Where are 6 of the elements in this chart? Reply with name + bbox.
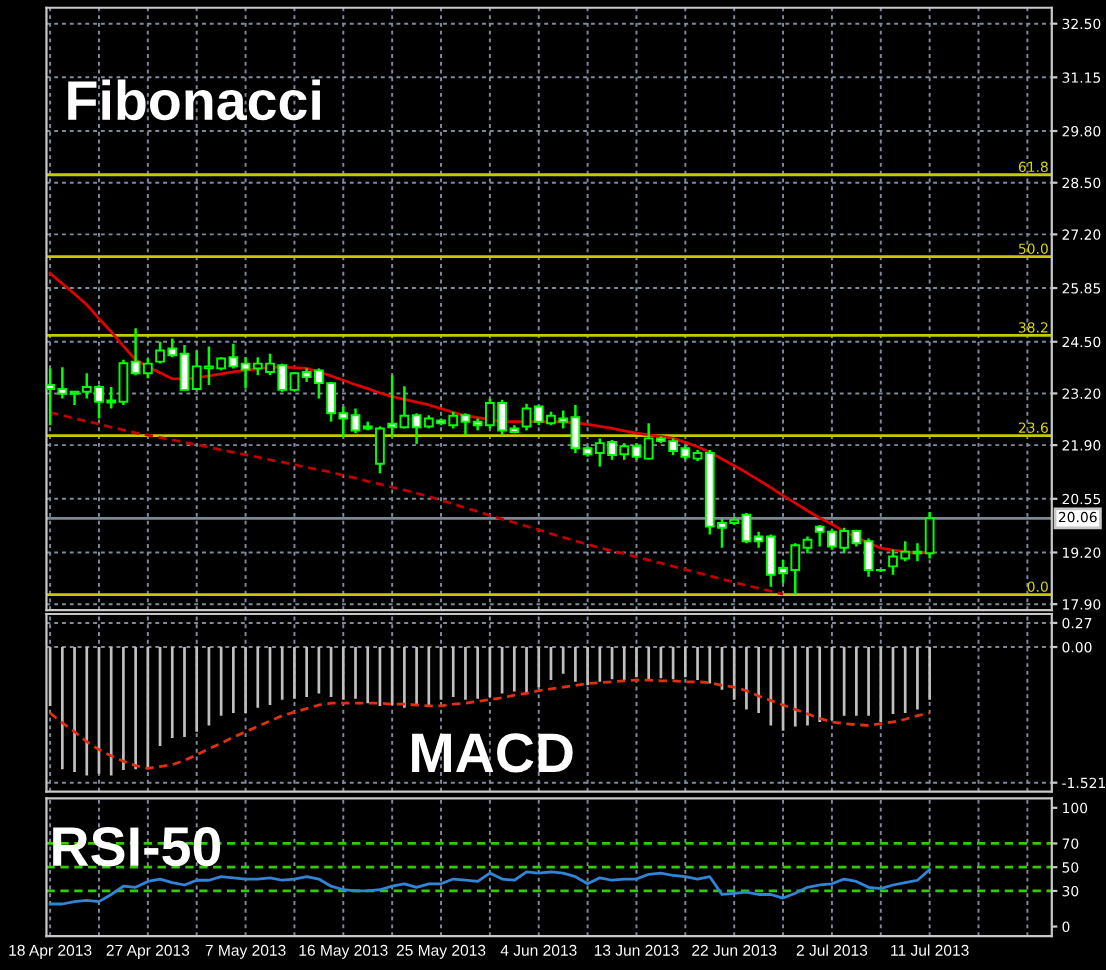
text: MACD xyxy=(412,733,573,773)
line-series xyxy=(48,868,932,906)
chart-title: RSI-50 xyxy=(53,827,221,867)
text: Fibonacci xyxy=(68,79,320,121)
line-series xyxy=(48,411,785,596)
line-series xyxy=(48,678,932,770)
